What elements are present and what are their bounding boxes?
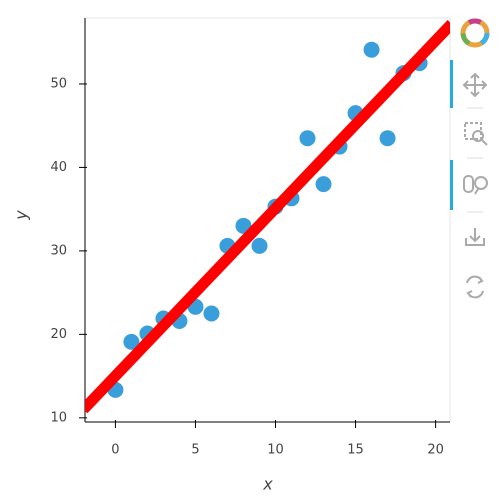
y-tick-label: 50 xyxy=(50,76,67,91)
box-zoom-tool[interactable] xyxy=(464,122,488,146)
point xyxy=(123,333,140,350)
x-tick-label: 5 xyxy=(191,443,199,458)
y-tick-label: 10 xyxy=(50,410,67,425)
reset-tool[interactable] xyxy=(466,275,484,299)
point xyxy=(299,130,316,147)
point xyxy=(251,237,268,254)
x-tick-label: 15 xyxy=(347,443,364,458)
save-tool[interactable] xyxy=(465,228,485,246)
x-tick-label: 0 xyxy=(111,443,119,458)
x-tick-label: 20 xyxy=(427,443,444,458)
pan-tool[interactable] xyxy=(462,72,488,98)
point xyxy=(363,41,380,58)
x-axis-label: x xyxy=(262,475,273,494)
wheel-zoom-tool[interactable] xyxy=(463,175,488,195)
point xyxy=(379,130,396,147)
bokeh-logo[interactable] xyxy=(460,18,490,48)
point xyxy=(203,305,220,322)
fit-line xyxy=(85,20,450,414)
active-indicator xyxy=(450,60,453,108)
point xyxy=(315,176,332,193)
y-tick-label: 30 xyxy=(50,243,67,258)
active-indicator xyxy=(450,160,453,210)
y-tick-label: 20 xyxy=(50,327,67,342)
x-tick-label: 10 xyxy=(267,443,284,458)
y-tick-label: 40 xyxy=(50,160,67,175)
toolbar xyxy=(450,18,490,299)
y-axis-label: y xyxy=(12,210,31,221)
